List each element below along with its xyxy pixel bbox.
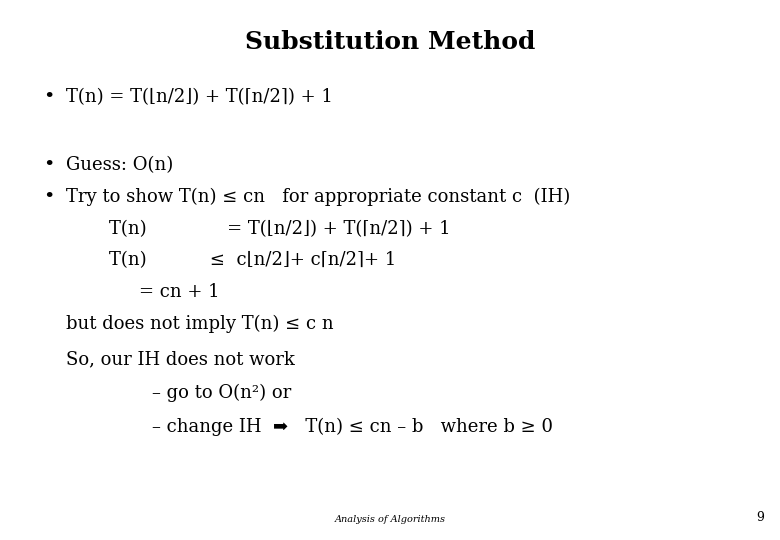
Text: T(n)              = T(⌊n/2⌋) + T(⌈n/2⌉) + 1: T(n) = T(⌊n/2⌋) + T(⌈n/2⌉) + 1 (109, 220, 451, 239)
Text: •: • (43, 156, 55, 174)
Text: 9: 9 (757, 511, 764, 524)
Text: •: • (43, 188, 55, 206)
Text: •: • (43, 88, 55, 106)
Text: but does not imply T(n) ≤ c n: but does not imply T(n) ≤ c n (66, 315, 334, 333)
Text: = cn + 1: = cn + 1 (139, 282, 219, 301)
Text: Guess: O(n): Guess: O(n) (66, 156, 173, 174)
Text: T(n)           ≤  c⌊n/2⌋+ c⌈n/2⌉+ 1: T(n) ≤ c⌊n/2⌋+ c⌈n/2⌉+ 1 (109, 251, 396, 269)
Text: – change IH  ➡   T(n) ≤ cn – b   where b ≥ 0: – change IH ➡ T(n) ≤ cn – b where b ≥ 0 (152, 417, 553, 436)
Text: Analysis of Algorithms: Analysis of Algorithms (335, 515, 445, 524)
Text: So, our IH does not work: So, our IH does not work (66, 350, 295, 368)
Text: T(n) = T(⌊n/2⌋) + T(⌈n/2⌉) + 1: T(n) = T(⌊n/2⌋) + T(⌈n/2⌉) + 1 (66, 88, 333, 106)
Text: – go to O(n²) or: – go to O(n²) or (152, 383, 292, 402)
Text: Try to show T(n) ≤ cn   for appropriate constant c  (IH): Try to show T(n) ≤ cn for appropriate co… (66, 188, 570, 206)
Text: Substitution Method: Substitution Method (245, 30, 535, 53)
